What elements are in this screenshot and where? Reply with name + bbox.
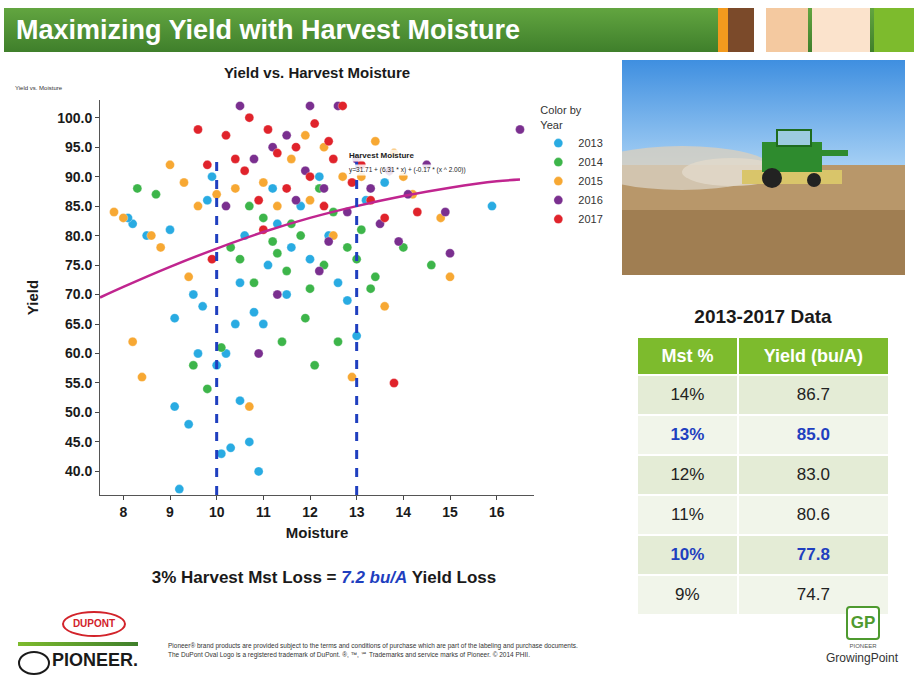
svg-text:8: 8	[119, 504, 127, 520]
svg-text:2013: 2013	[578, 137, 602, 149]
svg-text:2015: 2015	[578, 175, 602, 187]
html-text:Mst %: Mst %	[661, 345, 714, 366]
svg-text:65.0: 65.0	[65, 316, 92, 332]
svg-text:50.0: 50.0	[65, 404, 92, 420]
html-text:85.0: 85.0	[796, 425, 830, 444]
svg-text:Yield vs. Moisture: Yield vs. Moisture	[15, 85, 63, 91]
html-text:3% Harvest Mst Loss = 7.2 bu/A: 3% Harvest Mst Loss = 7.2 bu/A Yield Los…	[151, 568, 497, 587]
html-text:80.6: 80.6	[796, 505, 830, 524]
html-text:Pioneer® brand products are pr: Pioneer® brand products are provided sub…	[168, 642, 578, 649]
html-text:The DuPont Oval Logo is a regi: The DuPont Oval Logo is a registered tra…	[168, 651, 530, 658]
html-text:86.7: 86.7	[796, 385, 830, 404]
svg-text:Yield: Yield	[24, 280, 41, 315]
svg-text:55.0: 55.0	[65, 375, 92, 391]
svg-text:90.0: 90.0	[65, 169, 92, 185]
svg-text:14: 14	[396, 504, 412, 520]
html-text:11%: 11%	[671, 505, 704, 524]
html-text:PIONEER.: PIONEER.	[52, 650, 138, 670]
svg-text:15: 15	[442, 504, 458, 520]
svg-text:9: 9	[166, 504, 174, 520]
html-text:Maximizing Yield with Harvest: Maximizing Yield with Harvest Moisture	[16, 15, 521, 45]
svg-text:60.0: 60.0	[65, 345, 92, 361]
svg-text:11: 11	[256, 504, 271, 520]
html-text:13%: 13%	[670, 425, 705, 444]
html-text:83.0: 83.0	[796, 465, 830, 484]
svg-text:16: 16	[489, 504, 505, 520]
svg-text:12: 12	[302, 504, 318, 520]
svg-text:2016: 2016	[578, 194, 602, 206]
svg-text:95.0: 95.0	[65, 139, 92, 155]
svg-text:Harvest Moisture: Harvest Moisture	[349, 151, 414, 160]
svg-text:Moisture: Moisture	[286, 524, 349, 541]
svg-text:2014: 2014	[578, 156, 602, 168]
html-text:2013-2017 Data: 2013-2017 Data	[694, 306, 832, 327]
html-text:10%: 10%	[670, 545, 705, 564]
svg-text:Color byYear: Color byYear	[540, 104, 581, 130]
svg-text:10: 10	[209, 504, 225, 520]
html-text:GrowingPoint: GrowingPoint	[826, 651, 898, 665]
html-text:GP: GP	[850, 613, 876, 632]
svg-text:45.0: 45.0	[65, 434, 92, 450]
html-text:12%: 12%	[670, 465, 705, 484]
svg-text:100.0: 100.0	[57, 110, 92, 126]
html-text:Yield (bu/A): Yield (bu/A)	[763, 345, 864, 366]
svg-text:Yield vs. Harvest Moisture: Yield vs. Harvest Moisture	[224, 64, 410, 81]
svg-text:13: 13	[349, 504, 365, 520]
svg-text:y=31.71 + (6.31 * x) + (-0.17: y=31.71 + (6.31 * x) + (-0.17 * (x ^ 2.0…	[349, 166, 466, 174]
svg-text:40.0: 40.0	[65, 463, 92, 479]
svg-text:2017: 2017	[578, 213, 602, 225]
html-text:DUPONT: DUPONT	[72, 618, 116, 629]
svg-text:80.0: 80.0	[65, 228, 92, 244]
html-text:9%: 9%	[675, 585, 700, 604]
html-text:77.8: 77.8	[796, 545, 830, 564]
html-text:74.7: 74.7	[796, 585, 830, 604]
svg-text:70.0: 70.0	[65, 286, 92, 302]
svg-text:85.0: 85.0	[65, 198, 92, 214]
html-text:PIONEER: PIONEER	[849, 643, 877, 649]
svg-text:75.0: 75.0	[65, 257, 92, 273]
html-text:14%: 14%	[670, 385, 705, 404]
